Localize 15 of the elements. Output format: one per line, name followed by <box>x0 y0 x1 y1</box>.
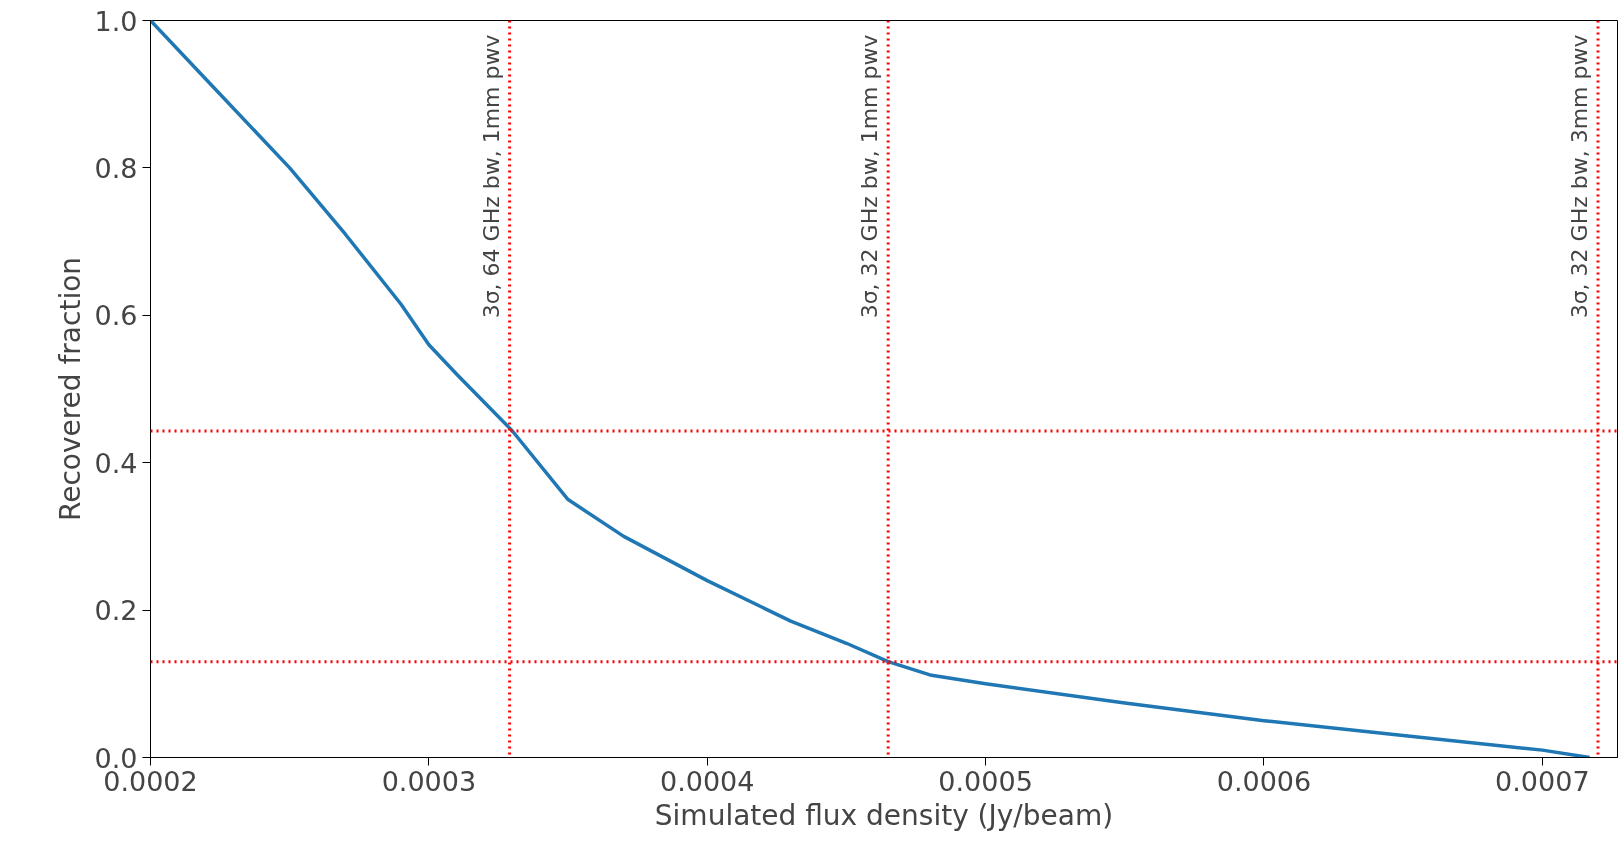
y-tick-label: 1.0 <box>94 5 138 37</box>
x-tick-label: 0.0003 <box>381 765 477 797</box>
y-axis-title: Recovered fraction <box>53 256 87 522</box>
ref-line-label: 3σ, 32 GHz bw, 3mm pwv <box>1567 34 1593 319</box>
y-tick-label: 0.8 <box>94 152 138 184</box>
x-tick-label: 0.0007 <box>1495 765 1590 797</box>
y-tick-label: 0.6 <box>94 300 138 332</box>
x-tick-label: 0.0004 <box>660 765 755 797</box>
x-tick-label: 0.0006 <box>1216 765 1312 797</box>
y-tick-label: 0.4 <box>94 447 138 479</box>
x-tick-label: 0.0005 <box>938 765 1033 797</box>
y-tick-label: 0.2 <box>94 595 138 627</box>
x-axis-title: Simulated flux density (Jy/beam) <box>654 798 1114 832</box>
ref-line-label: 3σ, 64 GHz bw, 1mm pwv <box>478 34 504 319</box>
ref-line-label: 3σ, 32 GHz bw, 1mm pwv <box>857 34 883 319</box>
